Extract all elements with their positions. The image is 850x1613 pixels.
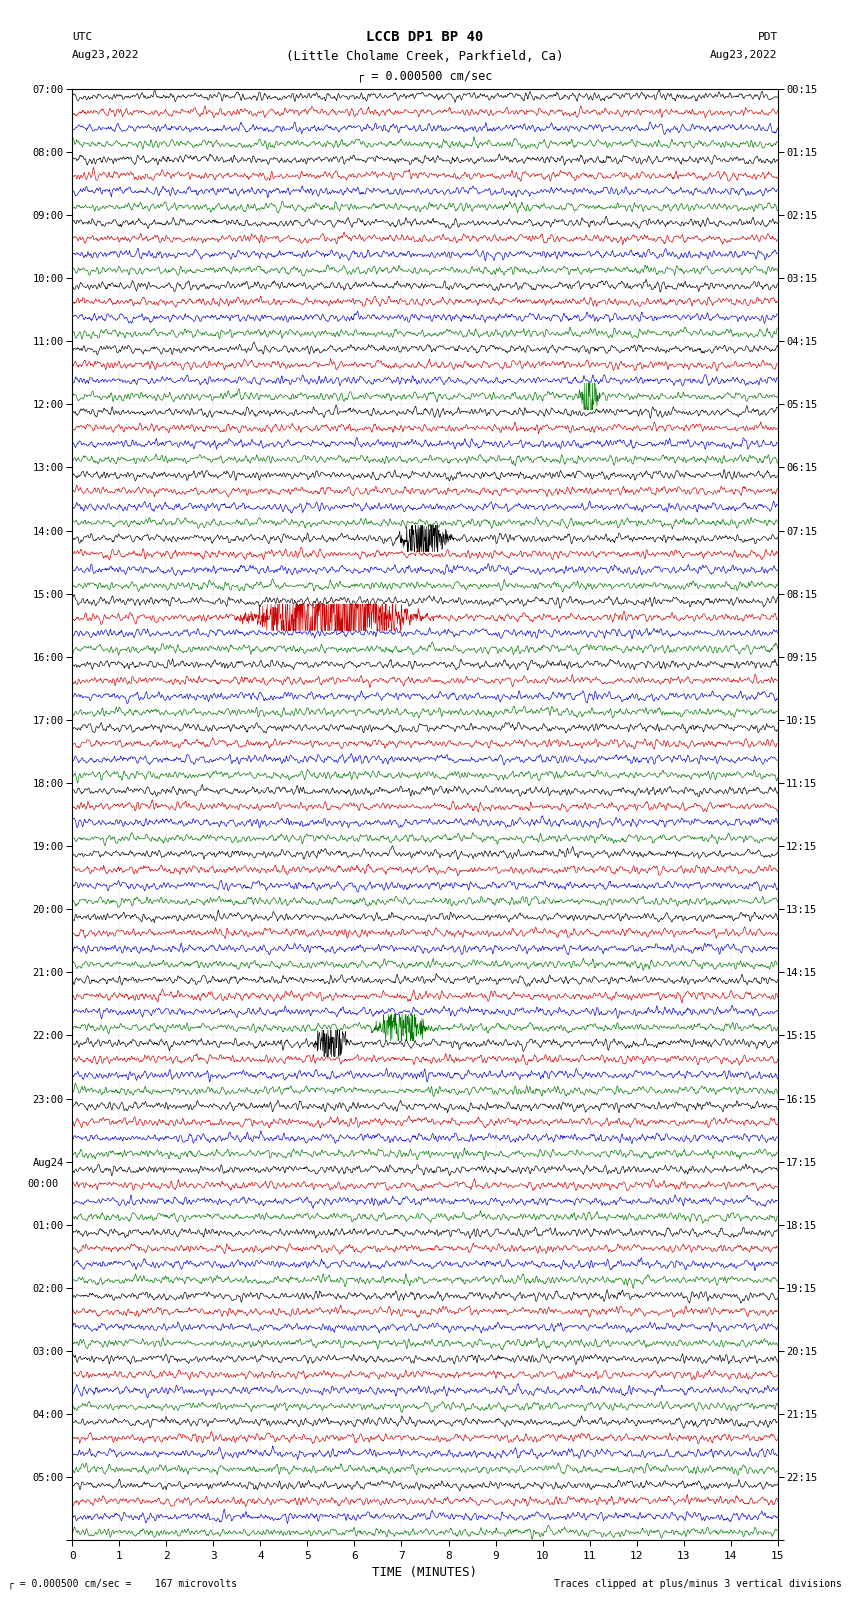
Text: PDT: PDT [757, 32, 778, 42]
X-axis label: TIME (MINUTES): TIME (MINUTES) [372, 1566, 478, 1579]
Text: 00:00: 00:00 [27, 1179, 58, 1189]
Text: UTC: UTC [72, 32, 93, 42]
Text: (Little Cholame Creek, Parkfield, Ca): (Little Cholame Creek, Parkfield, Ca) [286, 50, 564, 63]
Text: Aug23,2022: Aug23,2022 [711, 50, 778, 60]
Text: Aug23,2022: Aug23,2022 [72, 50, 139, 60]
Text: ┌ = 0.000500 cm/sec: ┌ = 0.000500 cm/sec [357, 69, 493, 82]
Text: Traces clipped at plus/minus 3 vertical divisions: Traces clipped at plus/minus 3 vertical … [553, 1579, 842, 1589]
Text: ┌ = 0.000500 cm/sec =    167 microvolts: ┌ = 0.000500 cm/sec = 167 microvolts [8, 1579, 238, 1589]
Text: LCCB DP1 BP 40: LCCB DP1 BP 40 [366, 31, 484, 44]
